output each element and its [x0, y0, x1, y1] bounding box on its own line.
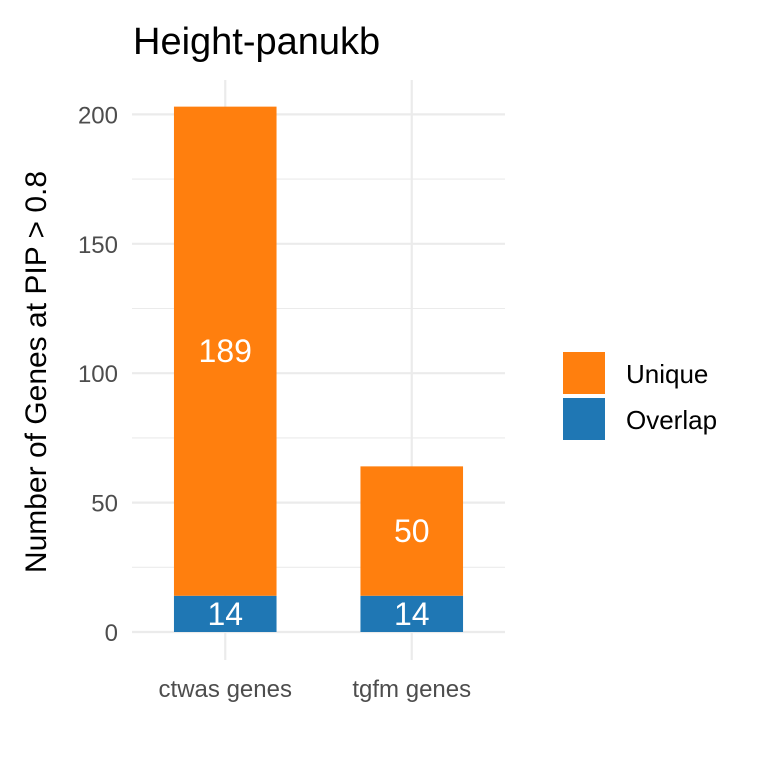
x-tick-label: tgfm genes	[352, 676, 471, 703]
bar-data-label: 14	[207, 596, 243, 632]
bars: 14 189 14 50	[173, 106, 464, 632]
y-tick-label: 150	[78, 232, 118, 259]
y-tick-label: 50	[91, 491, 118, 518]
x-tick-label: ctwas genes	[159, 676, 292, 703]
bar-data-label: 14	[394, 596, 430, 632]
bar-data-label: 50	[394, 513, 430, 549]
bar-data-label: 189	[199, 333, 252, 369]
y-axis-label: Number of Genes at PIP > 0.8	[20, 171, 53, 573]
legend-label-overlap: Overlap	[626, 405, 717, 435]
y-tick-labels: 0 50 100 150 200	[78, 102, 118, 647]
bar-overlap	[360, 595, 464, 632]
legend-swatch-overlap	[563, 398, 605, 440]
legend: Unique Overlap	[563, 352, 717, 440]
y-tick-label: 100	[78, 361, 118, 388]
bar-unique	[360, 466, 464, 596]
legend-label-unique: Unique	[626, 359, 708, 389]
y-tick-label: 0	[105, 620, 118, 647]
legend-swatch-unique	[563, 352, 605, 394]
chart-title: Height-panukb	[133, 21, 380, 63]
y-tick-label: 200	[78, 102, 118, 129]
bar-overlap	[173, 595, 277, 632]
bar-unique	[173, 106, 277, 596]
x-tick-labels: ctwas genes tgfm genes	[159, 676, 472, 703]
